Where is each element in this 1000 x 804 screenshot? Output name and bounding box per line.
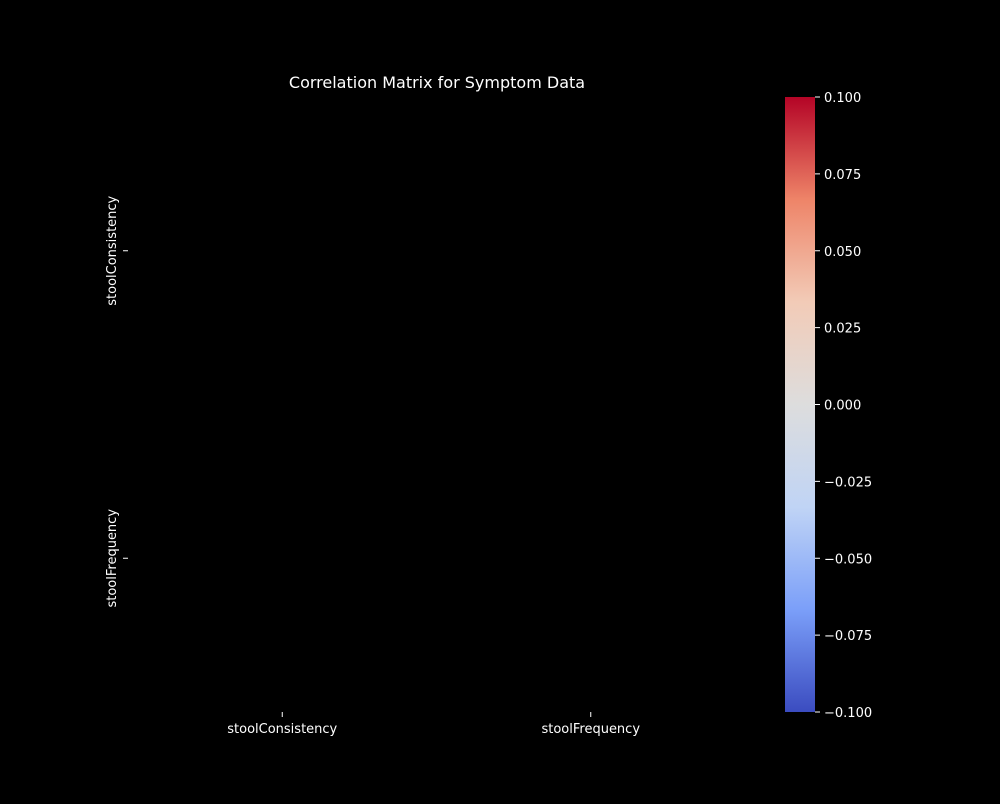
heatmap-cell	[437, 405, 746, 713]
y-tick-label: stoolConsistency	[105, 195, 120, 305]
colorbar-tick-label: −0.050	[824, 552, 872, 567]
colorbar-tick-label: −0.025	[824, 475, 872, 490]
colorbar-ticks: 0.100 0.075 0.050 0.025 0.000 −0.025 −0.050 −0.…	[815, 91, 872, 721]
colorbar-tick-label: 0.075	[824, 168, 861, 183]
y-tick-label: stoolFrequency	[105, 509, 120, 608]
heatmap-cell	[437, 97, 746, 405]
colorbar-gradient	[785, 97, 815, 712]
colorbar-tick-label: 0.050	[824, 245, 861, 260]
x-tick-label: stoolFrequency	[541, 722, 640, 737]
colorbar-tick-label: 0.025	[824, 322, 861, 337]
colorbar: 0.100 0.075 0.050 0.025 0.000 −0.025 −0.050 −0.…	[785, 91, 872, 721]
x-axis: stoolConsistency stoolFrequency	[227, 712, 640, 737]
colorbar-tick-label: 0.000	[824, 399, 861, 414]
y-axis: stoolConsistency stoolFrequency	[105, 195, 128, 608]
chart-title: Correlation Matrix for Symptom Data	[289, 73, 585, 92]
heatmap-cell	[128, 405, 437, 713]
heatmap-plot-area	[128, 97, 745, 712]
colorbar-tick-label: 0.100	[824, 91, 861, 106]
heatmap-cell	[128, 97, 437, 405]
x-tick-label: stoolConsistency	[227, 722, 337, 737]
colorbar-tick-label: −0.100	[824, 706, 872, 721]
colorbar-tick-label: −0.075	[824, 629, 872, 644]
